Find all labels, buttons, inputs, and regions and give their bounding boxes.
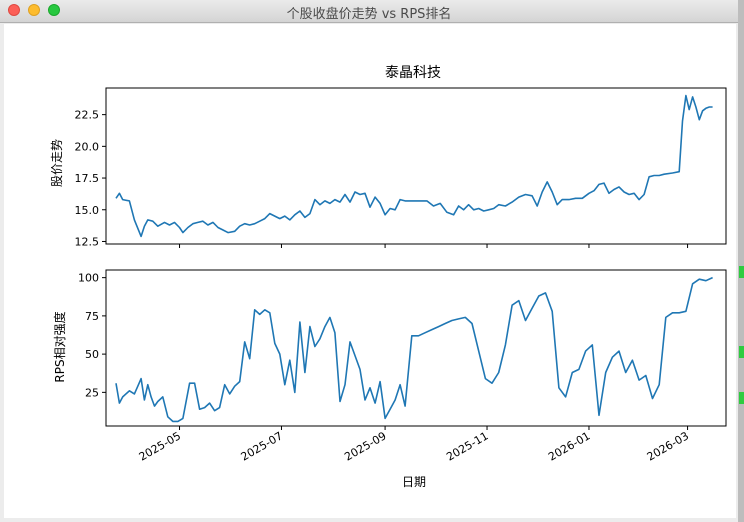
xtick-label: 2026-01 [546,429,592,463]
ytick-label: 75 [85,310,99,323]
rps-xticks: 2025-05 2025-07 2025-09 2025-11 2026-01 2026-… [137,426,691,464]
background-window-accent [739,392,744,404]
ytick-label: 50 [85,348,99,361]
rps-ylabel: RPS相对强度 [52,311,67,382]
rps-yticks: 25 50 75 100 [78,272,106,399]
ytick-label: 22.5 [75,109,100,122]
price-ylabel: 股价走势 [50,139,64,187]
close-window-button[interactable] [8,4,20,16]
title-bar: 个股收盘价走势 vs RPS排名 [0,0,738,23]
xtick-label: 2025-05 [137,429,183,463]
xtick-label: 2026-03 [645,429,691,463]
xtick-label: 2025-07 [239,429,285,463]
background-window-accent [739,346,744,358]
background-window-accent [739,266,744,278]
background-window-edge [738,0,744,522]
price-yticks: 12.5 15.0 17.5 20.0 22.5 [75,109,106,248]
xtick-label: 2025-09 [342,429,388,463]
price-axes-frame [105,87,727,245]
figure-svg: 泰晶科技 股价走势 12.5 15.0 17.5 20.0 22.5 RPS相对强度 2… [50,65,727,489]
window-title: 个股收盘价走势 vs RPS排名 [286,7,452,22]
minimize-window-button[interactable] [28,4,40,16]
rps-series-line [115,276,713,423]
price-axes: 泰晶科技 股价走势 12.5 15.0 17.5 20.0 22.5 [50,65,727,248]
date-xlabel: 日期 [402,475,426,489]
xtick-label: 2025-11 [444,429,490,463]
ytick-label: 17.5 [75,172,100,185]
chart-title: 泰晶科技 [385,65,441,81]
ytick-label: 20.0 [75,140,100,153]
ytick-label: 100 [78,272,99,285]
figure-canvas: 泰晶科技 股价走势 12.5 15.0 17.5 20.0 22.5 RPS相对强度 2… [4,24,736,518]
rps-axes-frame [105,269,727,427]
zoom-window-button[interactable] [48,4,60,16]
price-series-line [115,94,713,238]
price-xticks [179,244,689,248]
ytick-label: 15.0 [75,204,100,217]
ytick-label: 12.5 [75,235,100,248]
ytick-label: 25 [85,386,99,399]
